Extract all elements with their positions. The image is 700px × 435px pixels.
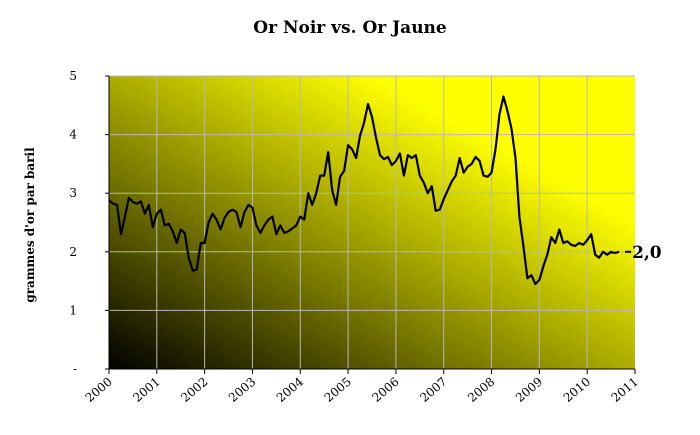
y-tick-label: 4	[69, 128, 77, 142]
x-tick-label: 2001	[130, 375, 162, 405]
end-value-label: 2,0	[625, 243, 662, 263]
x-tick-labels: 2000 2001 2002 2003 2004 2005 2006 2007 2008 2009…	[83, 374, 641, 405]
y-tick-labels: - 1 2 3 4 5	[69, 69, 77, 376]
grid-lines	[109, 75, 635, 369]
x-tick-label: 2010	[561, 375, 593, 405]
x-tick-label: 2002	[178, 375, 210, 405]
x-tick-label: 2005	[322, 375, 354, 405]
x-tick-label: 2009	[513, 375, 545, 405]
x-tick-label: 2007	[417, 375, 449, 405]
x-tick-label: 2004	[274, 374, 307, 405]
y-tick-label: 1	[69, 303, 77, 317]
y-tick-label: -	[73, 362, 77, 376]
chart-title: Or Noir vs. Or Jaune	[253, 18, 447, 38]
x-tick-label: 2008	[465, 375, 497, 405]
x-tick-label: 2000	[83, 375, 115, 405]
plot-area	[109, 76, 635, 369]
y-tick-label: 3	[69, 186, 77, 200]
x-tick-label: 2003	[226, 375, 258, 405]
series-line	[108, 95, 620, 286]
x-tick-label: 2011	[609, 375, 641, 405]
x-tick-label: 2006	[369, 375, 401, 405]
y-tick-label: 5	[69, 69, 77, 83]
axes	[105, 75, 636, 374]
end-value-text: 2,0	[632, 243, 662, 263]
y-tick-label: 2	[69, 245, 77, 259]
